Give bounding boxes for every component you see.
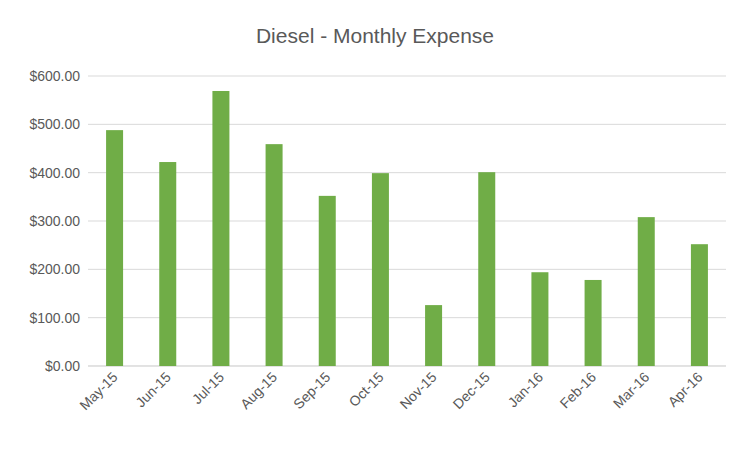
bar xyxy=(691,244,708,366)
y-tick-label: $200.00 xyxy=(29,261,80,277)
grid-line xyxy=(88,221,726,222)
x-tick-label: Oct-15 xyxy=(346,369,387,410)
grid-line xyxy=(88,366,726,367)
bar xyxy=(212,91,229,366)
x-tick-label: Aug-15 xyxy=(237,369,280,412)
bar xyxy=(159,162,176,366)
bar xyxy=(372,173,389,366)
grid-line xyxy=(88,76,726,77)
y-tick-label: $600.00 xyxy=(29,68,80,84)
bar xyxy=(425,305,442,366)
bar xyxy=(585,280,602,366)
x-tick-label: May-15 xyxy=(76,369,120,413)
bar xyxy=(266,144,283,366)
y-tick-label: $400.00 xyxy=(29,165,80,181)
bar xyxy=(531,272,548,366)
x-tick-label: Jul-15 xyxy=(189,369,227,407)
chart: Diesel - Monthly Expense $0.00 $100.00 $200… xyxy=(0,0,750,449)
y-tick-label: $100.00 xyxy=(29,310,80,326)
bar xyxy=(478,172,495,366)
bar xyxy=(319,196,336,366)
bar xyxy=(106,130,123,366)
x-tick-label: Dec-15 xyxy=(450,369,493,412)
title: Diesel - Monthly Expense xyxy=(256,24,494,47)
x-tick-label: Sep-15 xyxy=(290,369,333,412)
x-tick-label: Mar-16 xyxy=(610,369,653,412)
grid-line xyxy=(88,172,726,173)
x-tick-label: Jan-16 xyxy=(504,369,546,411)
grid-line xyxy=(88,269,726,270)
bar xyxy=(638,217,655,366)
x-tick-label: Nov-15 xyxy=(396,369,439,412)
y-tick-label: $0.00 xyxy=(45,358,80,374)
x-axis-line xyxy=(88,366,726,367)
y-tick-label: $300.00 xyxy=(29,213,80,229)
x-tick-label: Feb-16 xyxy=(557,369,600,412)
grid-line xyxy=(88,317,726,318)
grid-line xyxy=(88,124,726,125)
background xyxy=(0,0,750,449)
x-tick-label: Jun-15 xyxy=(132,369,174,411)
y-tick-label: $500.00 xyxy=(29,116,80,132)
x-tick-label: Apr-16 xyxy=(665,369,706,410)
